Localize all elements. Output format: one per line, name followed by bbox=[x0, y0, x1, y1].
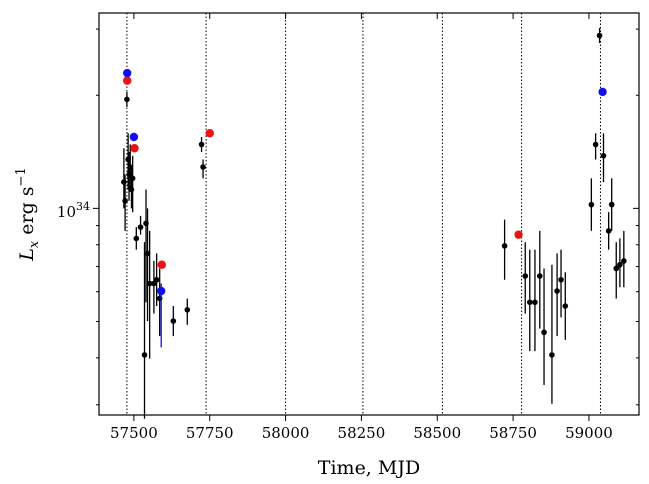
data-point-black bbox=[200, 164, 206, 170]
data-point-black bbox=[536, 273, 543, 279]
plot-frame bbox=[98, 12, 640, 416]
vertical-reference-lines bbox=[126, 13, 601, 415]
data-point-red bbox=[130, 144, 139, 153]
data-point-black bbox=[170, 318, 177, 324]
data-point-blue bbox=[156, 286, 166, 296]
data-point-black bbox=[541, 329, 547, 336]
data-point-red bbox=[157, 260, 166, 269]
data-point-black bbox=[613, 265, 620, 272]
data-point-black bbox=[501, 243, 508, 249]
y-tick-label: 1034 bbox=[57, 200, 90, 221]
data-point-black bbox=[549, 352, 555, 358]
data-point-black bbox=[600, 152, 607, 159]
x-tick-label: 58250 bbox=[338, 424, 386, 442]
data-point-red bbox=[123, 76, 132, 85]
data-point-black bbox=[141, 352, 148, 358]
data-points bbox=[121, 28, 627, 419]
data-point-black bbox=[133, 235, 140, 242]
data-point-black bbox=[562, 303, 569, 309]
data-point-black bbox=[129, 175, 136, 182]
x-axis-label: Time, MJD bbox=[318, 457, 420, 479]
x-axis-ticks: 57500 57750 58000 58250 58500 58750 59000 bbox=[110, 13, 613, 442]
data-point-black bbox=[144, 250, 151, 257]
data-point-black bbox=[128, 186, 135, 193]
data-point-red bbox=[514, 230, 523, 239]
data-point-black bbox=[554, 288, 560, 294]
data-point-black bbox=[588, 201, 595, 208]
x-tick-label: 58000 bbox=[262, 424, 310, 442]
data-point-black bbox=[592, 141, 599, 148]
data-point-black bbox=[605, 228, 612, 234]
data-point-black bbox=[198, 141, 205, 148]
data-point-blue bbox=[129, 132, 139, 142]
data-point-black bbox=[621, 258, 627, 264]
data-point-blue bbox=[598, 87, 607, 97]
data-point-black bbox=[153, 276, 160, 283]
data-point-black bbox=[526, 299, 533, 306]
data-point-black bbox=[522, 273, 529, 279]
data-point-black bbox=[596, 32, 603, 39]
x-tick-label: 59000 bbox=[565, 424, 613, 442]
data-point-black bbox=[617, 261, 623, 268]
data-point-black bbox=[532, 299, 538, 306]
data-point-blue bbox=[123, 68, 132, 78]
x-tick-label: 58750 bbox=[489, 424, 537, 442]
y-axis-ticks bbox=[93, 28, 639, 406]
x-tick-label: 58500 bbox=[413, 424, 461, 442]
x-tick-label: 57500 bbox=[110, 424, 158, 442]
data-point-black bbox=[124, 96, 130, 103]
data-point-red bbox=[205, 129, 214, 138]
y-axis-label: Lx erg s−1 bbox=[14, 167, 42, 261]
data-point-black bbox=[184, 307, 191, 313]
data-point-black bbox=[122, 198, 128, 204]
data-point-black bbox=[137, 224, 144, 230]
data-point-black bbox=[146, 280, 153, 287]
x-tick-label: 57750 bbox=[186, 424, 234, 442]
data-point-black bbox=[608, 201, 615, 208]
data-point-black bbox=[558, 276, 564, 283]
data-point-black bbox=[121, 179, 127, 185]
